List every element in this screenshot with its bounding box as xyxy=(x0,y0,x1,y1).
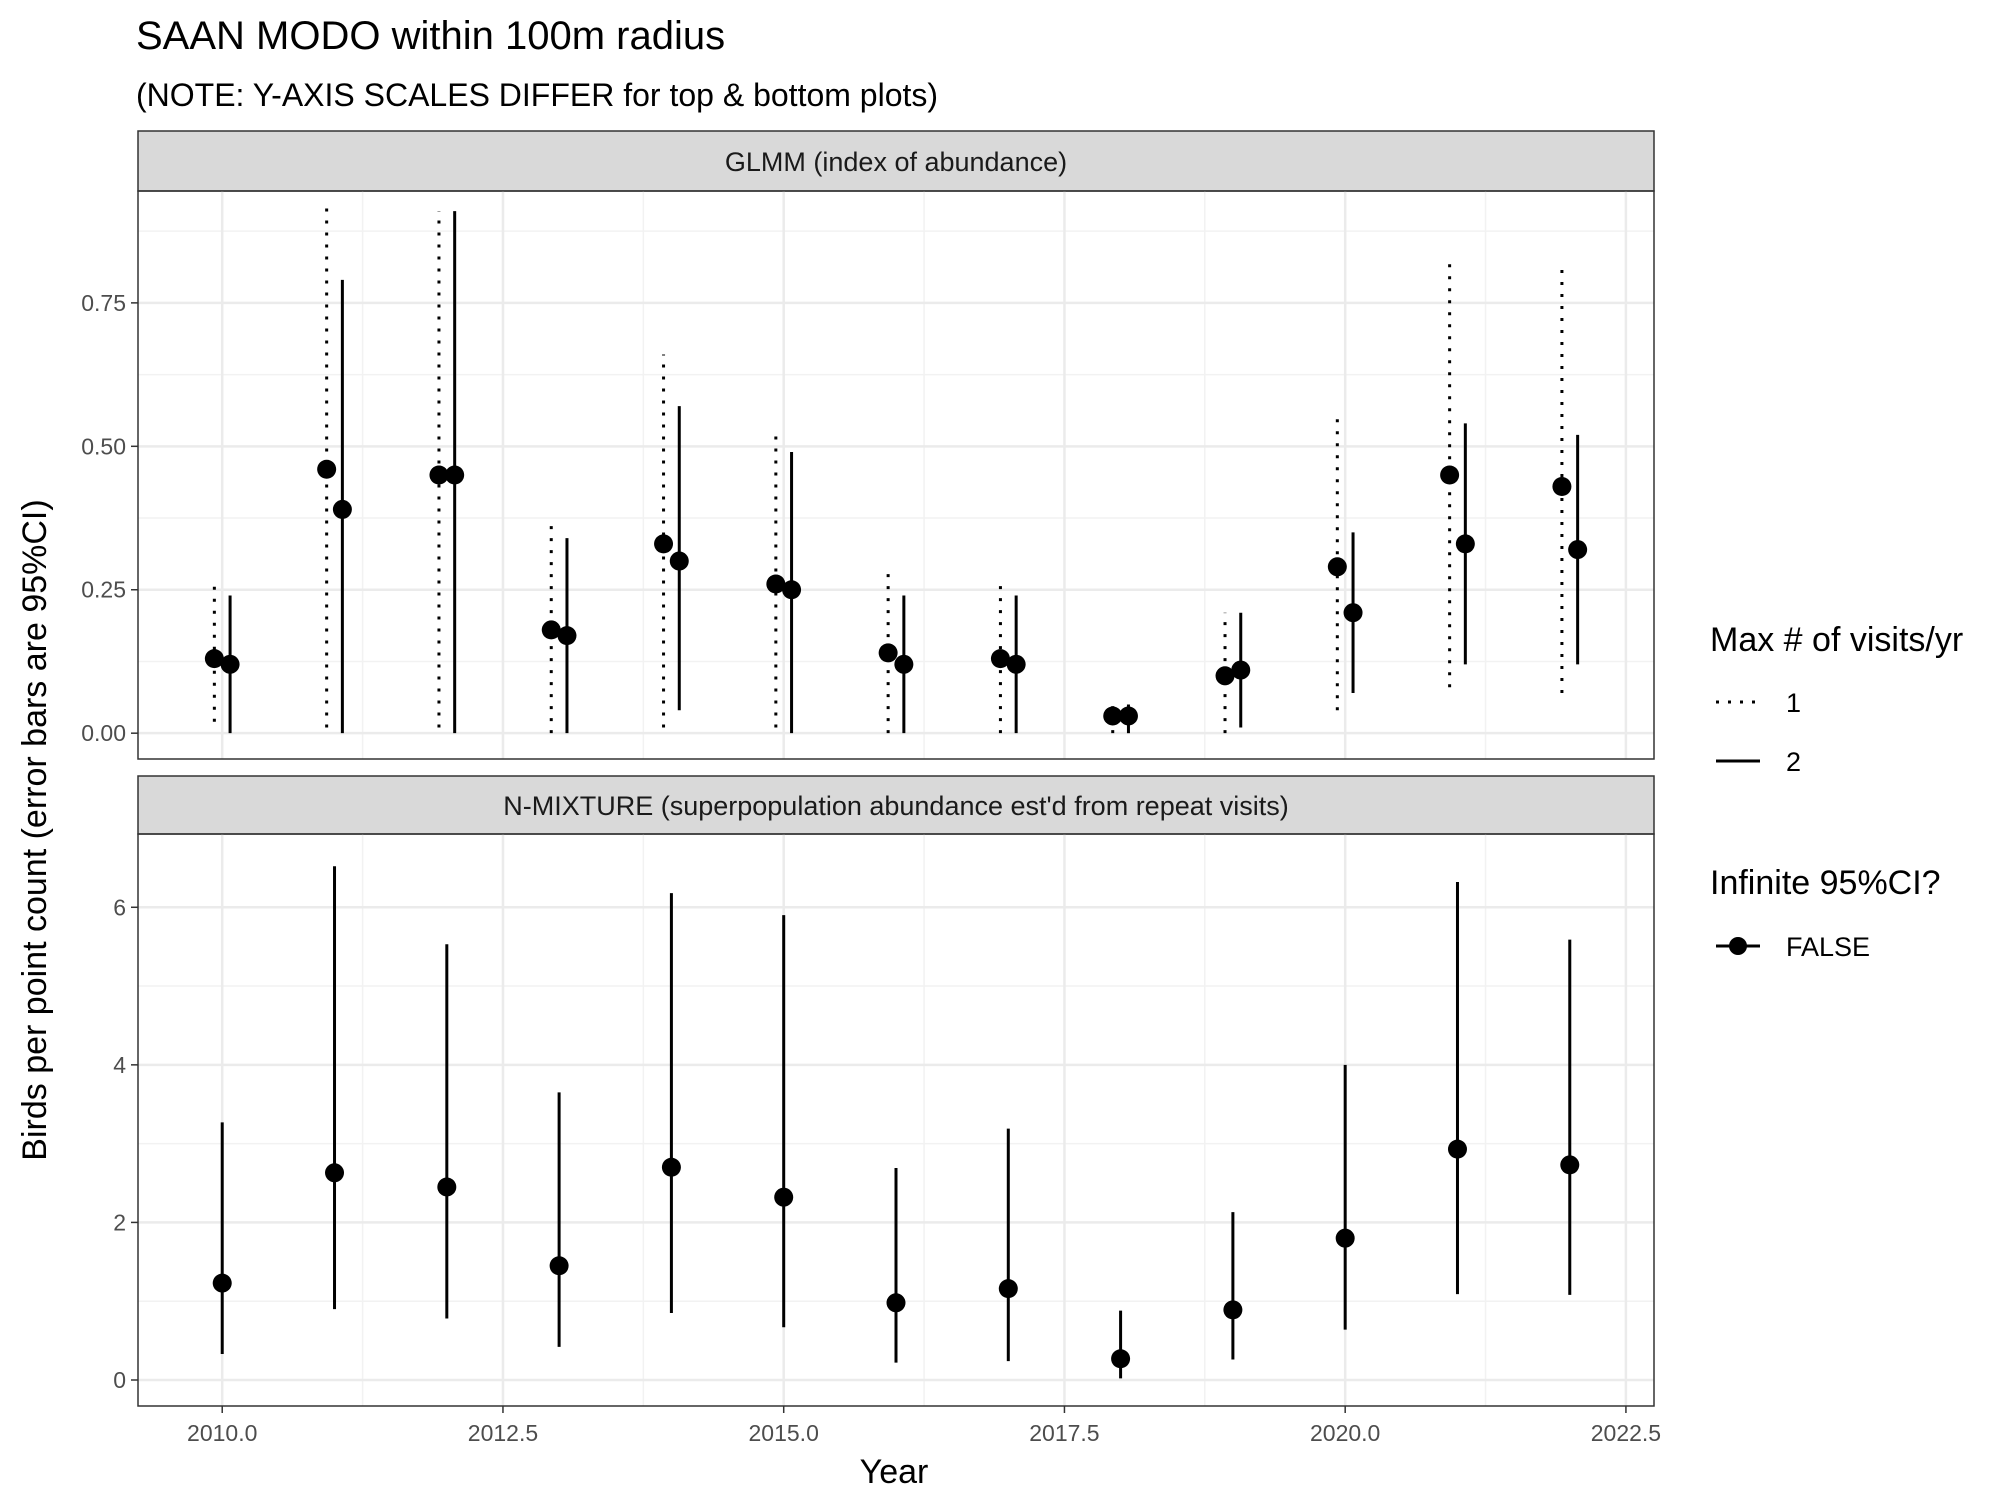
top-point xyxy=(1455,534,1475,554)
top-marks xyxy=(204,199,1588,734)
top-point xyxy=(990,649,1010,669)
legend: Max # of visits/yr 1 2 Infinite 95%CI? F… xyxy=(1710,621,1963,962)
top-point xyxy=(204,649,224,669)
top-point xyxy=(541,620,561,640)
top-point xyxy=(1006,654,1026,674)
x-tick-label: 2010.0 xyxy=(187,1420,257,1446)
chart-title: SAAN MODO within 100m radius xyxy=(136,14,725,58)
top-point xyxy=(445,465,465,485)
y-axis-label: Birds per point count (error bars are 95… xyxy=(16,499,54,1160)
top-point xyxy=(1231,660,1251,680)
top-point xyxy=(654,534,674,554)
x-axis-ticks: 2010.0 2012.5 2015.0 2017.5 2020.0 2022.5 xyxy=(187,1406,1661,1446)
top-y-tick-label: 0.00 xyxy=(81,720,126,746)
bottom-point xyxy=(998,1279,1018,1299)
x-tick-label: 2012.5 xyxy=(468,1420,538,1446)
legend-label-2: 2 xyxy=(1786,747,1801,777)
top-point xyxy=(557,626,577,646)
strip-bottom xyxy=(137,775,1655,835)
top-point xyxy=(894,654,914,674)
top-point xyxy=(1568,540,1588,560)
bottom-y-tick-label: 6 xyxy=(113,894,126,920)
bottom-point xyxy=(774,1187,794,1207)
bottom-point xyxy=(1560,1155,1580,1175)
top-point xyxy=(317,459,337,479)
top-y-tick-label: 0.25 xyxy=(81,577,126,603)
top-point xyxy=(1552,476,1572,496)
top-y-tick-label: 0.75 xyxy=(81,290,126,316)
bottom-point xyxy=(212,1273,232,1293)
panel-bottom-border xyxy=(137,833,1655,1407)
top-point xyxy=(1118,706,1138,726)
strip-top xyxy=(137,130,1655,192)
bottom-y-tick-label: 2 xyxy=(113,1209,126,1235)
top-point xyxy=(220,654,240,674)
bottom-point xyxy=(661,1157,681,1177)
bottom-y-ticks: 0 2 4 6 xyxy=(113,894,138,1393)
bottom-y-tick-label: 4 xyxy=(113,1052,126,1078)
x-tick-label: 2017.5 xyxy=(1029,1420,1099,1446)
top-point xyxy=(782,580,802,600)
x-tick-label: 2020.0 xyxy=(1310,1420,1380,1446)
bottom-point xyxy=(1447,1139,1467,1159)
legend-key-point xyxy=(1729,937,1747,955)
panel-top-border xyxy=(137,190,1655,760)
x-axis-label: Year xyxy=(860,1453,929,1491)
x-tick-label: 2015.0 xyxy=(749,1420,819,1446)
top-point xyxy=(878,643,898,663)
top-point xyxy=(1440,465,1460,485)
top-point xyxy=(1103,706,1123,726)
legend-label-1: 1 xyxy=(1786,688,1801,718)
top-y-ticks: 0.00 0.25 0.50 0.75 xyxy=(81,290,138,746)
chart-subtitle: (NOTE: Y-AXIS SCALES DIFFER for top & bo… xyxy=(136,77,938,113)
top-grid xyxy=(138,191,1654,759)
panel-top: GLMM (index of abundance) 0.000.250.500.… xyxy=(81,130,1655,760)
bottom-point xyxy=(1223,1300,1243,1320)
bottom-point xyxy=(549,1256,569,1276)
x-tick-label: 2022.5 xyxy=(1591,1420,1661,1446)
top-point xyxy=(1343,603,1363,623)
bottom-point xyxy=(1335,1228,1355,1248)
legend-label-false: FALSE xyxy=(1786,932,1870,962)
strip-top-label: GLMM (index of abundance) xyxy=(725,147,1067,177)
bottom-point xyxy=(886,1293,906,1313)
strip-bottom-label: N-MIXTURE (superpopulation abundance est… xyxy=(503,791,1289,821)
legend-linetype-title: Max # of visits/yr xyxy=(1710,621,1963,659)
top-point xyxy=(429,465,449,485)
bottom-point xyxy=(437,1177,457,1197)
bottom-marks xyxy=(212,866,1580,1379)
top-y-tick-label: 0.50 xyxy=(81,433,126,459)
top-point xyxy=(669,551,689,571)
top-point xyxy=(332,499,352,519)
bottom-point xyxy=(1111,1349,1131,1369)
bottom-point xyxy=(325,1163,345,1183)
top-point xyxy=(1215,666,1235,686)
legend-infinite-title: Infinite 95%CI? xyxy=(1710,864,1941,902)
bottom-y-tick-label: 0 xyxy=(113,1367,126,1393)
top-point xyxy=(766,574,786,594)
top-point xyxy=(1327,557,1347,577)
panel-bottom: N-MIXTURE (superpopulation abundance est… xyxy=(113,775,1655,1407)
